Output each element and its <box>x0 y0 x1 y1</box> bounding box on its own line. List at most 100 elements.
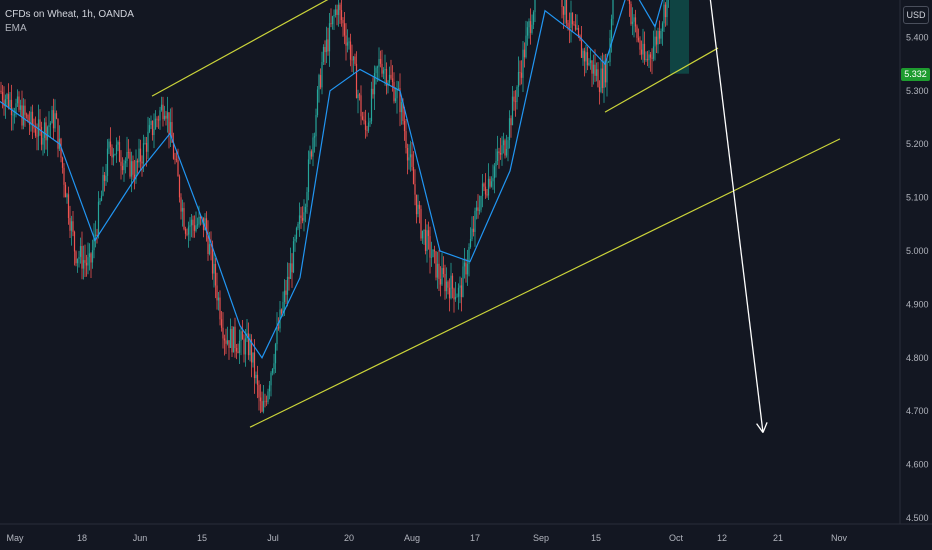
candle-body <box>247 333 250 356</box>
candle-body <box>384 69 386 71</box>
candle-body <box>400 102 403 113</box>
candle-body <box>237 351 239 353</box>
candle-body <box>333 14 335 17</box>
candle-body <box>112 154 115 158</box>
candle-body <box>435 251 437 278</box>
candle-body <box>160 104 163 111</box>
candle-body <box>568 27 571 29</box>
candle-body <box>331 16 334 25</box>
candle-body <box>354 56 356 64</box>
candle-body <box>162 104 164 120</box>
candle-body <box>135 160 137 180</box>
candle-body <box>468 247 470 265</box>
candle-body <box>492 178 494 182</box>
candle-body <box>310 151 313 157</box>
candle-body <box>514 101 517 103</box>
time-tick-label: Jun <box>133 533 148 543</box>
candle-body <box>174 158 176 160</box>
price-axis[interactable]: 5.400 5.300 5.200 5.100 5.000 4.900 4.800 4.700… <box>899 0 929 524</box>
price-tick-label: 4.700 <box>906 406 929 416</box>
candle-body <box>451 275 454 289</box>
candle-body <box>46 127 49 141</box>
candle-body <box>567 22 569 28</box>
price-tick-label: 4.600 <box>906 460 929 470</box>
candle-body <box>505 148 508 156</box>
candle-body <box>426 230 428 252</box>
candle-body <box>267 391 269 402</box>
candle-body <box>189 225 191 227</box>
candle-body <box>489 178 491 187</box>
indicator-label[interactable]: EMA <box>5 23 27 34</box>
candle-body <box>472 228 475 232</box>
candle-body <box>268 385 271 392</box>
trendlines-layer[interactable] <box>151 0 841 428</box>
currency-button[interactable]: USD <box>903 6 929 24</box>
candle-body <box>235 348 238 352</box>
candle-body <box>141 161 143 164</box>
candle-body <box>114 154 116 155</box>
candle-body <box>169 122 172 135</box>
projection-arrow-layer[interactable] <box>689 0 768 433</box>
candle-body <box>385 69 388 86</box>
time-tick-label: Jul <box>267 533 279 543</box>
candle-body <box>87 257 89 266</box>
candle-body <box>462 266 464 298</box>
candle-body <box>483 183 485 187</box>
candle-body <box>463 262 466 267</box>
trendline <box>604 47 719 113</box>
candle-body <box>193 225 196 231</box>
candle-body <box>657 30 659 45</box>
candle-body <box>153 129 155 136</box>
candle-body <box>652 46 655 59</box>
candle-body <box>358 94 361 96</box>
candle-body <box>30 111 32 125</box>
candle-body <box>228 340 230 348</box>
candle-body <box>562 6 565 15</box>
candle-body <box>198 216 200 225</box>
candle-body <box>607 61 610 63</box>
candle-body <box>448 287 451 299</box>
candle-body <box>325 39 328 53</box>
candle-body <box>388 74 391 83</box>
candle-body <box>40 126 43 145</box>
candle-body <box>366 129 368 131</box>
candle-body <box>355 63 358 99</box>
candle-body <box>412 166 415 185</box>
time-tick-label: Oct <box>669 533 684 543</box>
candle-body <box>640 49 643 55</box>
candle-body <box>12 114 14 116</box>
candle-body <box>100 195 103 201</box>
candle-body <box>165 115 167 119</box>
symbol-title: CFDs on Wheat, 1h, OANDA <box>5 9 134 20</box>
candle-body <box>271 369 274 373</box>
candle-body <box>223 338 226 341</box>
candle-body <box>508 118 511 141</box>
candle-body <box>454 296 457 300</box>
candle-body <box>118 142 121 162</box>
arrow-head <box>762 422 768 433</box>
candle-body <box>280 309 283 314</box>
candle-body <box>648 54 650 61</box>
candle-body <box>460 285 463 298</box>
time-axis[interactable]: May 18 Jun 15 Jul 20 Aug 17 Sep 15 Oct 12 21 Nov <box>0 523 932 543</box>
candle-body <box>115 144 118 155</box>
candle-body <box>286 276 289 295</box>
candle-body <box>186 233 188 235</box>
candle-body <box>219 297 221 320</box>
candle-body <box>16 96 19 104</box>
candle-body <box>328 23 331 52</box>
candle-body <box>363 119 365 121</box>
candle-body <box>4 99 7 107</box>
candle-body <box>666 0 668 18</box>
candle-body <box>436 263 439 278</box>
candle-body <box>408 157 410 161</box>
take-profit-area <box>670 0 689 74</box>
candle-body <box>639 40 641 50</box>
candle-body <box>31 111 34 126</box>
candle-body <box>663 4 665 24</box>
candle-body <box>117 142 119 145</box>
candle-body <box>438 263 440 280</box>
candle-body <box>76 258 79 264</box>
candle-body <box>94 234 97 236</box>
